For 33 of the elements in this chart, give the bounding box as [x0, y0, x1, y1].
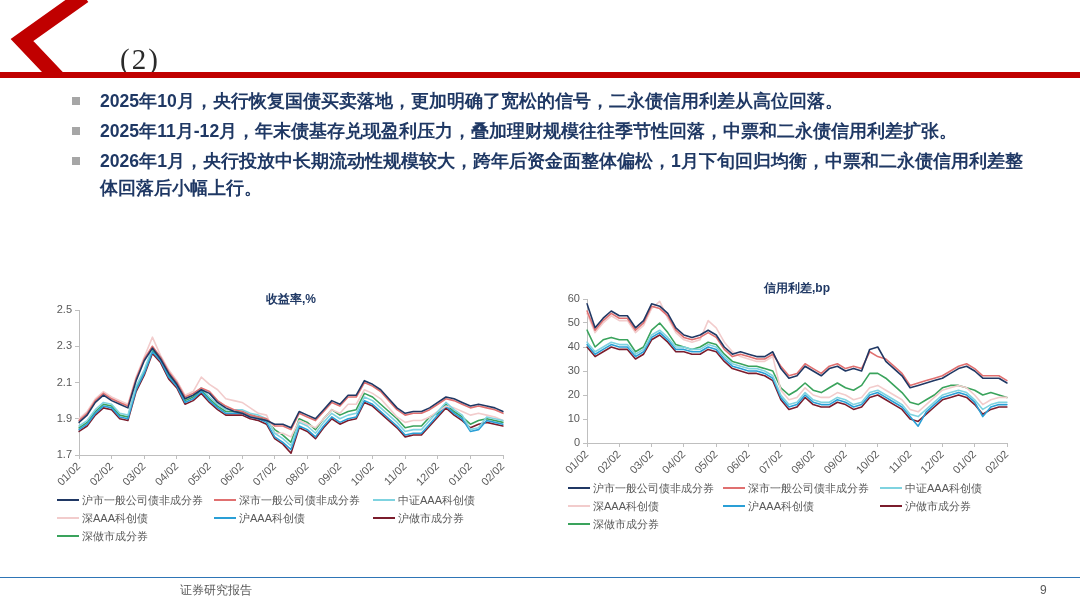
y-tick-label: 50	[567, 316, 580, 329]
y-tick-label: 1.9	[56, 411, 72, 424]
legend-label: 沪AAA科创债	[239, 511, 306, 526]
text: 2025年11月-12月，年末债基存兑现盈利压力，叠加理财规模往往季节性回落，中票和二永债信用利差扩张。	[100, 121, 958, 141]
legend-label: 沪做市成分券	[905, 499, 971, 514]
y-tick-label: 40	[567, 340, 580, 353]
y-tick-label: 2.1	[56, 375, 72, 388]
y-tick-label: 0	[573, 436, 580, 449]
legend-label: 沪AAA科创债	[748, 499, 815, 514]
legend-label: 深做市成分券	[593, 517, 659, 532]
y-tick-label: 30	[567, 364, 580, 377]
legend-label: 深AAA科创债	[593, 499, 660, 514]
legend-label: 深市一般公司债非成分券	[239, 493, 360, 508]
text: 2025年10月，央行恢复国债买卖落地，更加明确了宽松的信号，二永债信用利差从高位回落。	[100, 91, 843, 111]
legend-label: 沪市一般公司债非成分券	[593, 481, 714, 496]
y-tick-label: 1.7	[56, 448, 72, 461]
text: 9	[1040, 582, 1047, 598]
legend-label: 沪市一般公司债非成分券	[82, 493, 203, 508]
legend-label: 沪做市成分券	[398, 511, 464, 526]
legend-label: 中证AAA科创债	[905, 481, 983, 496]
legend-label: 深市一般公司债非成分券	[748, 481, 869, 496]
text: 2026年1月，央行投放中长期流动性规模较大，跨年后资金面整体偏松，1月下旬回归均衡，中票和二永债信用利差整体回落后小幅上行。	[100, 151, 1023, 198]
chart-title: 信用利差,bp	[763, 281, 830, 296]
legend-label: 中证AAA科创债	[398, 493, 476, 508]
y-tick-label: 20	[567, 388, 580, 401]
legend-label: 深AAA科创债	[82, 511, 149, 526]
legend-label: 深做市成分券	[82, 529, 148, 544]
y-tick-label: 2.5	[56, 303, 72, 316]
y-tick-label: 60	[567, 292, 580, 305]
y-tick-label: 10	[567, 412, 580, 425]
y-tick-label: 2.3	[56, 339, 72, 352]
chart-title: 收益率,%	[265, 292, 317, 307]
text: 证券研究报告	[180, 582, 252, 598]
